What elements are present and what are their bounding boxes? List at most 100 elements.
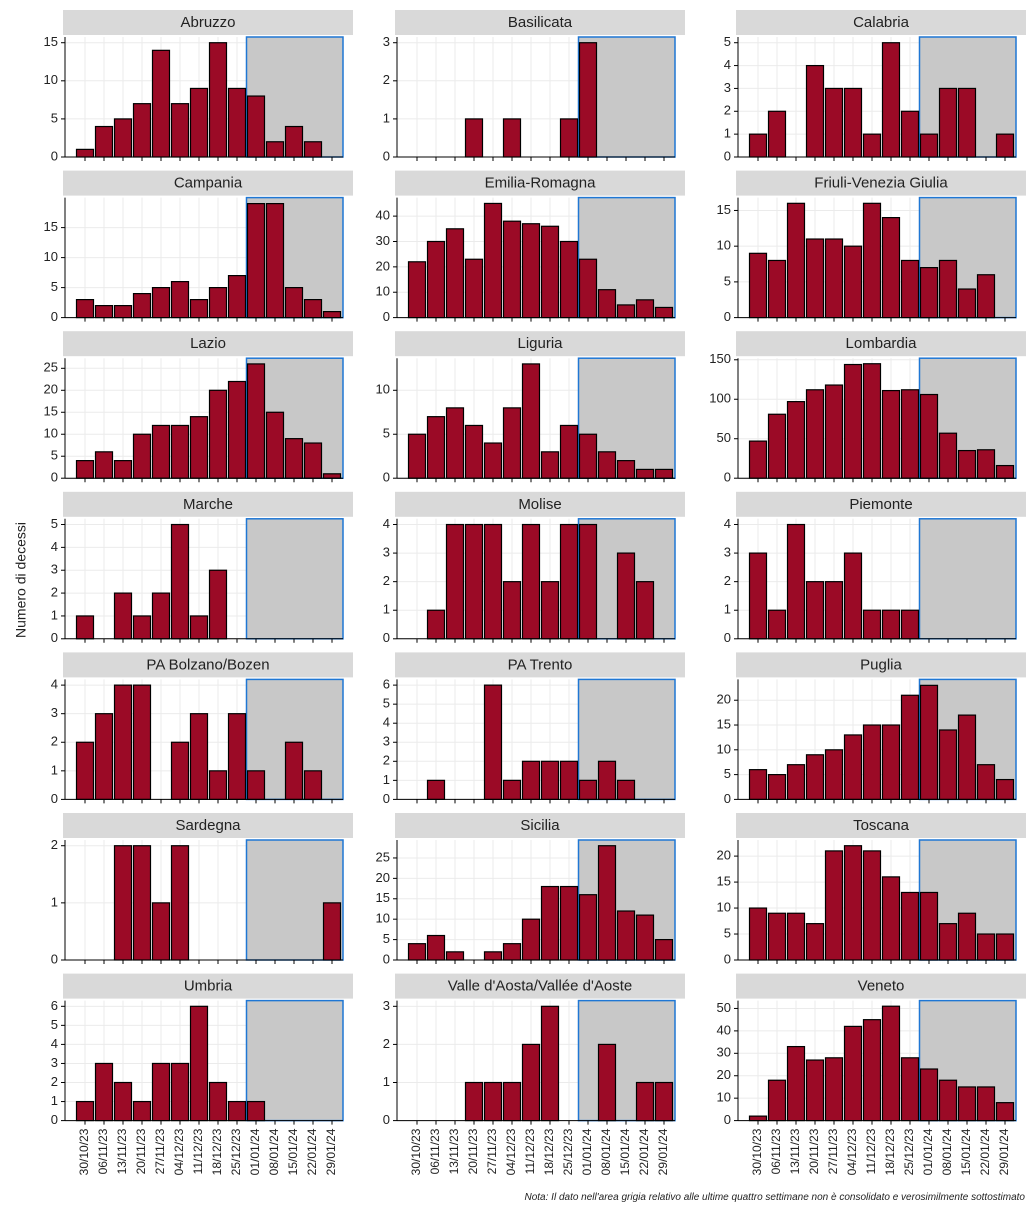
bar [426, 779, 446, 800]
y-tick-label: 15 [717, 716, 731, 731]
strip [63, 331, 353, 357]
bar [976, 933, 996, 961]
bar [151, 424, 171, 479]
bar [654, 1081, 674, 1122]
bar [976, 764, 996, 801]
bar [540, 451, 560, 479]
bar [322, 902, 342, 961]
strip [736, 491, 1026, 517]
bar [170, 523, 190, 640]
bar [170, 281, 190, 319]
y-tick-label: 5 [724, 766, 731, 781]
x-tick-label: 29/01/24 [324, 1128, 338, 1175]
y-tick-label: 3 [724, 545, 731, 560]
bar [578, 894, 598, 961]
bar [426, 240, 446, 319]
bar [748, 133, 768, 158]
bar [900, 1057, 920, 1122]
bar [824, 850, 844, 961]
bar [521, 918, 541, 961]
y-tick-label: 20 [717, 1067, 731, 1082]
bar [900, 609, 920, 640]
bar [464, 118, 484, 158]
y-tick-label: 20 [717, 692, 731, 707]
y-tick-label: 0 [383, 630, 390, 645]
panel-title: Calabria [853, 14, 910, 31]
y-tick-label: 0 [724, 148, 731, 163]
bar [540, 760, 560, 800]
bar [862, 724, 882, 801]
strip [63, 491, 353, 517]
strip [395, 491, 685, 517]
bar [635, 1081, 655, 1122]
bar [597, 451, 617, 479]
bar [919, 1068, 939, 1122]
bar [540, 1005, 560, 1122]
shaded-area [245, 999, 344, 1122]
panel-title: PA Trento [508, 656, 573, 673]
bar [483, 951, 503, 961]
x-tick-label: 13/11/23 [788, 1128, 802, 1174]
bar [284, 438, 304, 479]
bar [995, 778, 1015, 801]
bar [824, 87, 844, 158]
bar [957, 714, 977, 801]
bar [862, 363, 882, 479]
bar [881, 42, 901, 158]
bar [616, 779, 636, 800]
bar [113, 460, 133, 479]
bar [189, 1005, 209, 1122]
bar [843, 845, 863, 961]
bar [938, 432, 958, 479]
bar [445, 228, 465, 319]
shaded-area [245, 518, 344, 640]
y-tick-label: 3 [383, 998, 390, 1013]
bar [170, 103, 190, 158]
bar [616, 552, 636, 640]
strip [736, 813, 1026, 838]
y-tick-label: 5 [51, 1017, 58, 1032]
bar [597, 1043, 617, 1122]
bar [900, 389, 920, 479]
bar [521, 223, 541, 319]
y-tick-label: 10 [44, 426, 58, 441]
y-tick-label: 6 [51, 998, 58, 1013]
x-tick-label: 20/11/23 [134, 1128, 148, 1174]
bar [900, 694, 920, 800]
y-tick-label: 15 [44, 34, 58, 49]
y-tick-label: 10 [44, 72, 58, 87]
y-tick-label: 1 [383, 772, 390, 787]
y-tick-label: 20 [376, 258, 390, 273]
y-tick-label: 40 [376, 208, 390, 223]
bar [559, 240, 579, 319]
bar [919, 891, 939, 961]
bar [284, 125, 304, 158]
y-tick-label: 5 [383, 426, 390, 441]
bar [995, 933, 1015, 961]
bar [559, 424, 579, 479]
bar [635, 914, 655, 961]
x-tick-label: 15/01/24 [618, 1128, 632, 1175]
bar [483, 442, 503, 479]
bar [132, 103, 152, 158]
bar [246, 770, 266, 800]
bar [189, 713, 209, 801]
x-tick-label: 01/01/24 [580, 1128, 594, 1175]
bar [862, 850, 882, 961]
y-tick-label: 10 [376, 284, 390, 299]
panel-title: Abruzzo [180, 14, 235, 31]
bar [265, 411, 285, 479]
x-tick-label: 27/11/23 [153, 1128, 167, 1174]
y-tick-label: 0 [724, 470, 731, 485]
y-tick-label: 3 [51, 562, 58, 577]
y-tick-label: 2 [51, 1074, 58, 1089]
y-tick-label: 4 [51, 677, 58, 692]
bar [976, 274, 996, 319]
y-tick-label: 1 [724, 126, 731, 141]
bar [227, 713, 247, 801]
bar [862, 202, 882, 319]
bar [464, 424, 484, 479]
bar [464, 258, 484, 319]
y-tick-label: 0 [51, 951, 58, 966]
